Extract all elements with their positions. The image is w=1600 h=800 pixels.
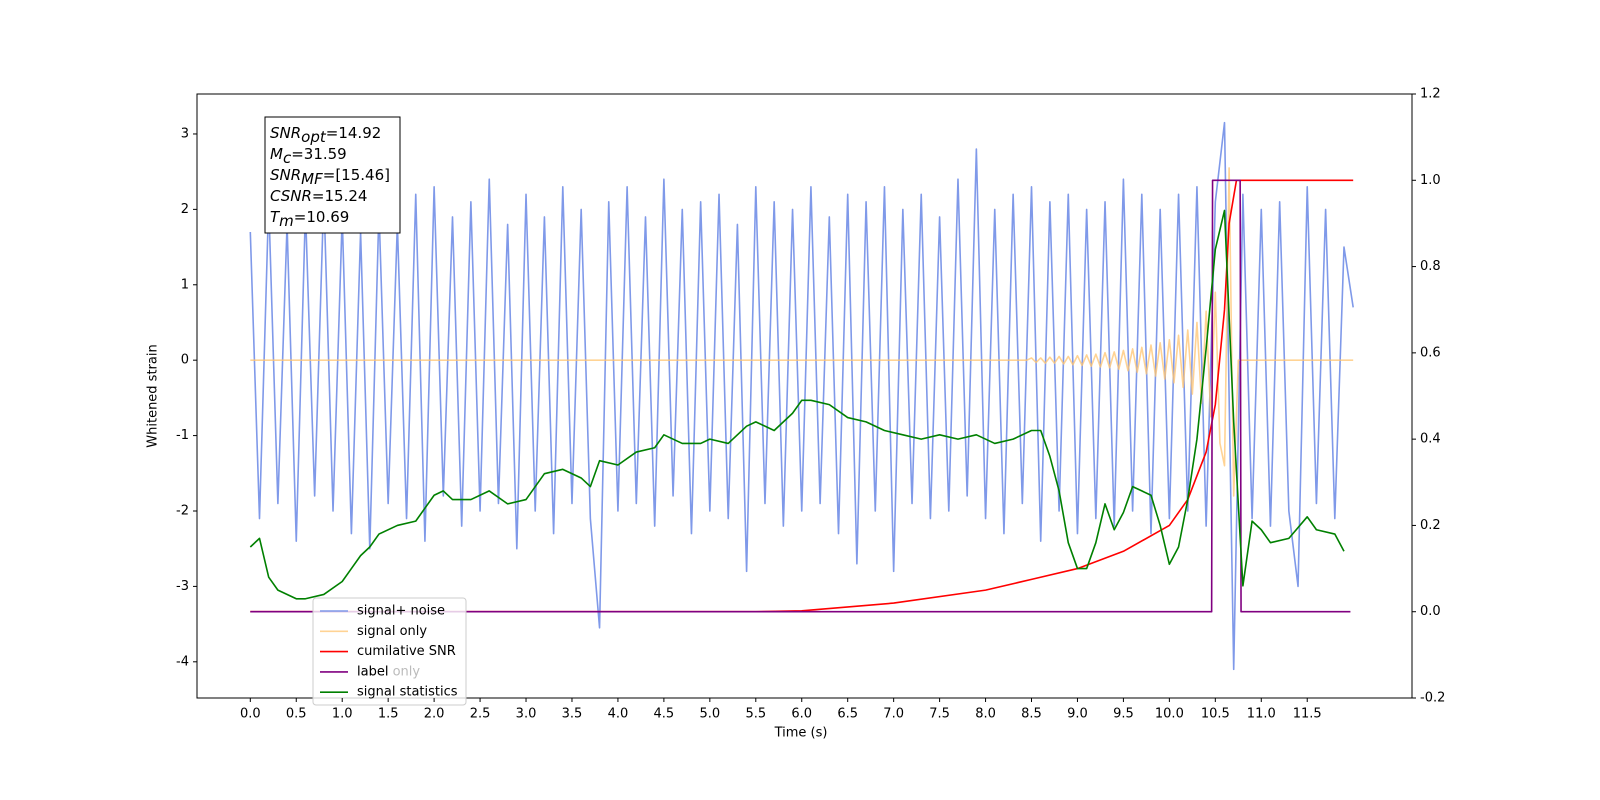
- annotation-subscript: MF: [301, 170, 323, 188]
- y-tick-label: -4: [176, 654, 189, 669]
- annotation-value: =[15.46]: [323, 166, 390, 184]
- y2-tick-label: -0.2: [1420, 691, 1445, 706]
- axes-frame: [196, 93, 1413, 699]
- x-tick-label: 1.0: [332, 707, 353, 722]
- x-tick-label: 2.0: [424, 707, 445, 722]
- y-tick-label: -1: [176, 428, 189, 443]
- legend-label: cumilative SNR: [357, 644, 456, 659]
- x-tick-label: 11.0: [1247, 707, 1276, 722]
- y-tick-label: 3: [181, 126, 189, 141]
- y-tick-label: -3: [176, 579, 189, 594]
- legend-box: [312, 597, 467, 706]
- x-tick-label: 4.0: [608, 707, 629, 722]
- x-tick-label: 7.5: [929, 707, 950, 722]
- y2-tick-label: 0.4: [1420, 432, 1441, 447]
- y2-tick-label: 0.0: [1420, 604, 1441, 619]
- annotation-subscript: m: [279, 212, 294, 230]
- legend-label: signal+ noise: [357, 604, 445, 619]
- x-tick-label: 2.5: [470, 707, 491, 722]
- annotation-box: [264, 116, 401, 234]
- x-axis-label: Time (s): [774, 726, 828, 741]
- x-tick-label: 5.0: [699, 707, 720, 722]
- series-line: [250, 167, 1354, 497]
- y-axis-label: Whitened strain: [146, 344, 161, 447]
- x-tick-label: 8.0: [975, 707, 996, 722]
- y2-tick-label: 0.8: [1420, 259, 1441, 274]
- series-line: [249, 121, 1354, 671]
- x-tick-label: 3.5: [562, 707, 583, 722]
- x-tick-label: 7.0: [883, 707, 904, 722]
- legend-label: label: [357, 664, 388, 679]
- x-tick-label: 1.5: [378, 707, 399, 722]
- annotation-subscript: opt: [301, 128, 327, 146]
- y-tick-label: -2: [176, 503, 189, 518]
- x-tick-label: 9.0: [1067, 707, 1088, 722]
- annotation-subscript: c: [283, 149, 292, 167]
- y-tick-label: 2: [181, 202, 189, 217]
- x-tick-label: 8.5: [1021, 707, 1042, 722]
- annotation-line: SNRopt=14.92: [270, 124, 381, 146]
- annotation-value: =15.24: [312, 187, 368, 205]
- y2-tick-label: 1.0: [1420, 173, 1441, 188]
- x-tick-label: 9.5: [1113, 707, 1134, 722]
- series-line: [249, 209, 1345, 600]
- annotation-line: Tm=10.69: [270, 208, 349, 230]
- plot-area: [249, 121, 1354, 671]
- x-tick-label: 6.5: [837, 707, 858, 722]
- x-tick-label: 10.5: [1201, 707, 1230, 722]
- y2-tick-label: 0.6: [1420, 345, 1441, 360]
- annotation-symbol: SNR: [270, 166, 301, 184]
- annotation-symbol: T: [270, 208, 281, 226]
- x-tick-label: 6.0: [791, 707, 812, 722]
- legend-label: signal only: [357, 624, 427, 639]
- legend: label only signal+ noise signal only cumila…: [320, 604, 458, 700]
- annotation-value: =10.69: [294, 208, 350, 226]
- x-tick-label: 0.5: [286, 707, 307, 722]
- y-tick-label: 1: [181, 277, 189, 292]
- legend-ghost-text: label only: [357, 665, 420, 680]
- annotation: SNRopt=14.92Mc=31.59SNRMF=[15.46]CSNR=15…: [270, 124, 390, 230]
- y2-tick-label: 0.2: [1420, 518, 1441, 533]
- x-tick-label: 4.5: [654, 707, 675, 722]
- x-tick-label: 10.0: [1155, 707, 1184, 722]
- y-tick-label: 0: [181, 353, 189, 368]
- x-tick-label: 3.0: [516, 707, 537, 722]
- annotation-value: =31.59: [291, 145, 347, 163]
- y2-tick-label: 1.2: [1420, 87, 1441, 102]
- legend-label: signal statistics: [357, 685, 458, 700]
- annotation-line: CSNR=15.24: [270, 187, 367, 205]
- annotation-line: SNRMF=[15.46]: [270, 166, 390, 188]
- x-tick-label: 5.5: [745, 707, 766, 722]
- x-tick-label: 0.0: [240, 707, 261, 722]
- annotation-value: =14.92: [326, 124, 382, 142]
- x-tick-label: 11.5: [1293, 707, 1322, 722]
- annotation-symbol: M: [270, 145, 283, 163]
- annotation-line: Mc=31.59: [270, 145, 347, 167]
- annotation-symbol: CSNR: [270, 187, 312, 205]
- series-line: [250, 179, 1351, 613]
- annotation-symbol: SNR: [270, 124, 301, 142]
